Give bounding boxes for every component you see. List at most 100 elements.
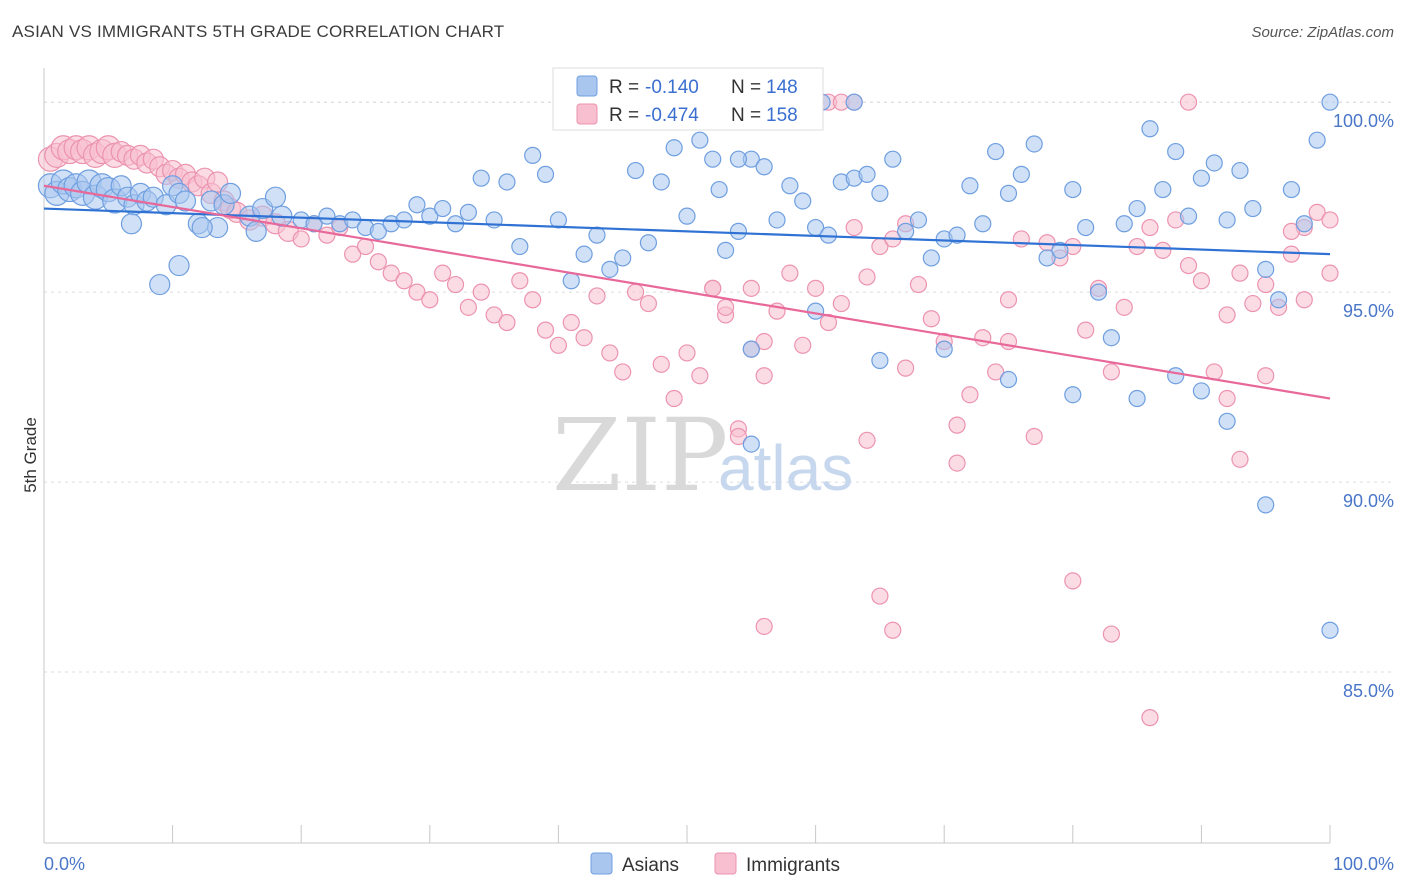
- immigrants-point: [678, 344, 696, 362]
- immigrants-point: [948, 454, 966, 472]
- asians-point: [1205, 154, 1223, 172]
- immigrants-point: [1257, 275, 1275, 294]
- immigrants-point: [1141, 709, 1159, 727]
- asians-point: [1167, 367, 1185, 385]
- immigrants-point: [382, 264, 400, 282]
- immigrants-point: [1244, 294, 1262, 313]
- legend-r-asians: -0.140: [645, 77, 699, 98]
- asians-point: [1257, 260, 1275, 278]
- asians-point: [691, 131, 709, 149]
- immigrants-point: [536, 321, 555, 339]
- asians-point: [219, 182, 242, 204]
- asians-point: [1128, 389, 1146, 408]
- asians-point: [806, 302, 825, 320]
- immigrants-point: [652, 355, 670, 373]
- asians-point: [1064, 386, 1082, 404]
- immigrants-point: [1257, 367, 1275, 385]
- legend-r-immigrants: -0.474: [645, 105, 699, 126]
- immigrants-point: [1154, 241, 1172, 259]
- asians-point: [1192, 382, 1211, 400]
- series-immigrants: [37, 93, 1339, 727]
- asians-point: [845, 93, 863, 111]
- immigrants-point: [665, 389, 683, 408]
- asians-point: [1257, 496, 1275, 514]
- asians-point: [318, 207, 336, 225]
- asians-point: [1321, 621, 1339, 639]
- asians-point: [768, 211, 786, 229]
- bottom-legend-swatch-immigrants: [714, 852, 737, 875]
- asians-point: [935, 340, 953, 358]
- bottom-legend-swatch-asians: [590, 852, 613, 875]
- y-tick-label: 95.0%: [1343, 301, 1394, 321]
- immigrants-point: [434, 264, 452, 282]
- immigrants-point: [1231, 264, 1249, 282]
- y-tick-label: 90.0%: [1343, 491, 1394, 511]
- immigrants-point: [408, 283, 426, 301]
- asians-point: [1295, 215, 1313, 233]
- immigrants-point: [1321, 264, 1339, 282]
- immigrants-point: [909, 275, 928, 294]
- asians-point: [1025, 135, 1043, 153]
- asians-point: [1128, 199, 1146, 218]
- immigrants-point: [755, 332, 773, 351]
- immigrants-point: [639, 294, 658, 313]
- asians-point: [524, 146, 542, 164]
- asians-point: [987, 142, 1005, 161]
- asians-point: [498, 173, 516, 191]
- asians-point: [149, 273, 171, 296]
- asians-point: [1154, 180, 1172, 199]
- immigrants-point: [755, 367, 773, 385]
- immigrants-point: [498, 313, 516, 332]
- asians-point: [1218, 412, 1236, 430]
- immigrants-point: [897, 359, 915, 377]
- immigrants-point: [755, 617, 773, 636]
- immigrants-point: [472, 283, 490, 301]
- immigrants-point: [369, 253, 387, 271]
- immigrants-point: [742, 279, 760, 297]
- asians-point: [729, 150, 748, 168]
- immigrants-point: [948, 416, 966, 434]
- trend-lines: [43, 184, 1331, 400]
- asians-point: [264, 186, 287, 208]
- asians-point: [588, 226, 606, 244]
- immigrants-point: [691, 367, 709, 385]
- asians-point: [601, 260, 619, 278]
- immigrants-point: [858, 431, 876, 449]
- legend-n-label-asians: N =: [731, 77, 761, 98]
- asians-point: [536, 165, 555, 183]
- immigrants-point: [1218, 306, 1236, 324]
- immigrants-point: [781, 264, 799, 282]
- asians-point: [369, 222, 387, 240]
- bottom-legend-asians: Asians: [622, 855, 679, 876]
- x-tick-label-max: 100.0%: [1333, 854, 1394, 874]
- immigrants-point: [1012, 230, 1030, 248]
- asians-point: [742, 435, 760, 453]
- asians-point: [245, 220, 267, 242]
- immigrants-point: [1115, 298, 1133, 316]
- immigrants-point: [344, 245, 362, 263]
- legend-box: [552, 67, 824, 131]
- asians-point: [871, 184, 889, 202]
- x-axis-ticks: [43, 825, 1331, 843]
- legend-r-label-immigrants: R =: [609, 105, 639, 126]
- immigrants-point: [524, 291, 542, 309]
- series-asians: [37, 93, 1339, 639]
- asians-point: [421, 207, 439, 225]
- asians-point: [961, 177, 979, 195]
- immigrants-point: [1308, 203, 1326, 221]
- immigrants-point: [1141, 218, 1159, 237]
- immigrants-point: [511, 272, 529, 290]
- asians-point: [614, 249, 632, 267]
- asians-point: [781, 177, 799, 195]
- legend-n-label-immigrants: N =: [731, 105, 761, 126]
- asians-point: [626, 161, 645, 180]
- asians-point: [871, 351, 889, 370]
- immigrants-point: [974, 329, 992, 347]
- asians-trend-line: [43, 207, 1331, 256]
- asians-point: [1051, 241, 1069, 259]
- asians-point: [794, 192, 812, 210]
- immigrants-point: [961, 386, 979, 404]
- asians-point: [665, 139, 683, 157]
- asians-point: [716, 241, 735, 259]
